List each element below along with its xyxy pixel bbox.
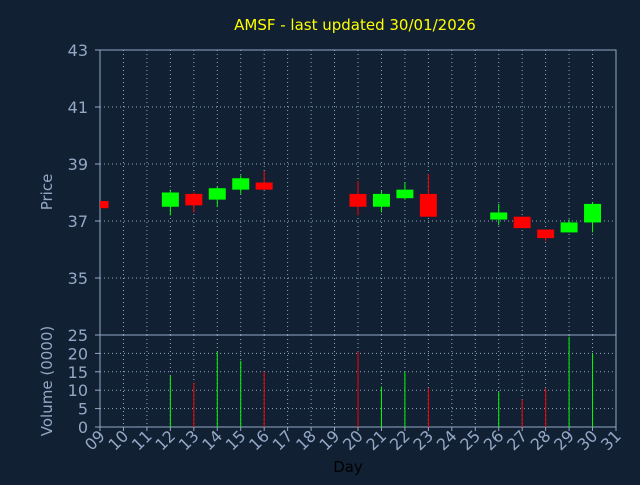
price-panel: 35 37 39 41 43 bbox=[68, 41, 617, 336]
candle-body bbox=[255, 182, 273, 190]
candle-body bbox=[396, 189, 414, 199]
x-axis-ticks: 0910111213141516171819202122232425262728… bbox=[81, 426, 625, 454]
volume-tick-label: 25 bbox=[68, 326, 88, 345]
price-tick-label: 35 bbox=[68, 269, 88, 288]
candle-body bbox=[185, 193, 203, 206]
candle-body bbox=[560, 222, 578, 233]
volume-tick-label: 0 bbox=[78, 418, 88, 437]
candle-body bbox=[161, 192, 179, 207]
candle-body bbox=[349, 193, 367, 207]
price-tick-label: 37 bbox=[68, 212, 88, 231]
x-tick-label: 31 bbox=[597, 426, 625, 454]
price-tick-label: 41 bbox=[68, 98, 88, 117]
candle-body bbox=[537, 229, 555, 239]
candle-body bbox=[100, 201, 109, 209]
volume-tick-label: 5 bbox=[78, 400, 88, 419]
candle-body bbox=[372, 193, 390, 207]
price-axis-label: Price bbox=[38, 174, 56, 211]
candles-group bbox=[100, 171, 602, 241]
x-axis-label: Day bbox=[333, 458, 363, 476]
volume-tick-label: 10 bbox=[68, 381, 88, 400]
volume-tick-label: 15 bbox=[68, 363, 88, 382]
chart-title: AMSF - last updated 30/01/2026 bbox=[234, 16, 476, 34]
volume-axis-label: Volume (0000) bbox=[38, 326, 56, 436]
candle-body bbox=[513, 216, 531, 229]
volume-tick-label: 20 bbox=[68, 344, 88, 363]
candle-body bbox=[232, 178, 250, 190]
candle-body bbox=[584, 203, 602, 223]
candle-body bbox=[208, 188, 226, 200]
price-tick-label: 43 bbox=[68, 41, 88, 60]
candle-body bbox=[490, 212, 508, 220]
price-tick-label: 39 bbox=[68, 155, 88, 174]
candle-body bbox=[419, 193, 437, 217]
